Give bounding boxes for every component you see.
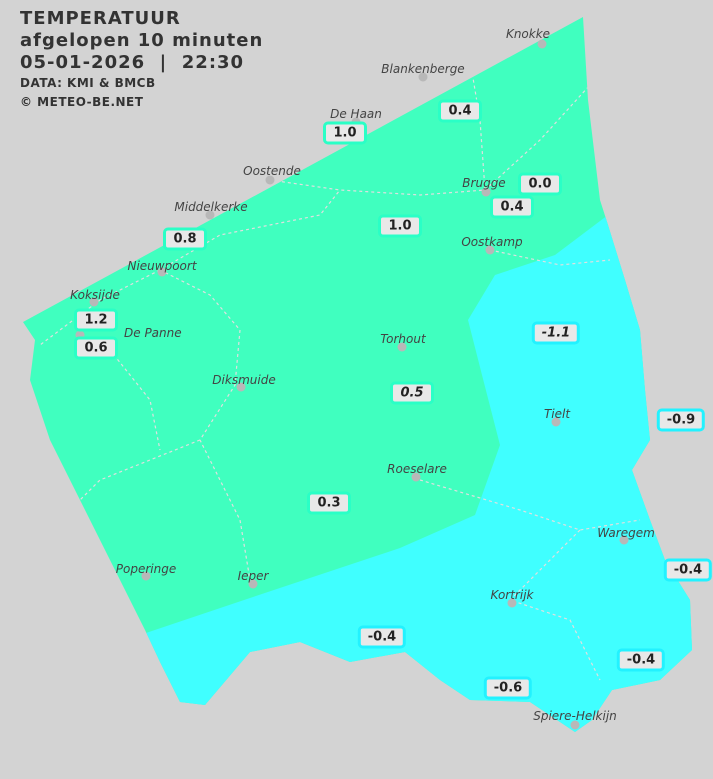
temperature-value: -1.1 — [531, 321, 581, 345]
city-marker — [265, 175, 275, 185]
temperature-value: 0.8 — [163, 227, 207, 251]
city-marker — [485, 245, 495, 255]
city-label: De Haan — [330, 107, 382, 121]
city-marker — [248, 579, 258, 589]
city-marker — [551, 417, 561, 427]
temperature-value: -0.4 — [357, 625, 407, 649]
city-label: Kortrijk — [490, 588, 534, 602]
temperature-value: -0.4 — [663, 558, 713, 582]
data-source: DATA: KMI & BMCB — [20, 76, 156, 90]
temperature-value: -0.9 — [656, 408, 706, 432]
map-datetime: 05-01-2026 | 22:30 — [20, 52, 245, 73]
city-label: De Panne — [124, 326, 182, 340]
city-label: Oostende — [243, 164, 301, 178]
city-label: Tielt — [543, 407, 571, 421]
temperature-value: -0.6 — [483, 676, 533, 700]
city-label: Nieuwpoort — [127, 259, 197, 273]
city-marker — [397, 342, 407, 352]
city-label: Brugge — [462, 176, 506, 190]
city-label: Koksijde — [70, 288, 120, 302]
zone-below-zero — [100, 215, 692, 732]
city-marker — [89, 297, 99, 307]
city-label: Diksmuide — [212, 373, 276, 387]
city-marker — [75, 330, 85, 340]
temperature-value: 1.2 — [74, 308, 118, 332]
temperature-value: 0.6 — [74, 336, 118, 360]
map-title: TEMPERATUUR — [20, 8, 181, 29]
city-marker — [411, 472, 421, 482]
city-label: Oostkamp — [461, 235, 523, 249]
city-marker — [141, 571, 151, 581]
temperature-value: -0.4 — [616, 648, 666, 672]
city-marker — [157, 267, 167, 277]
city-label: Ieper — [237, 569, 269, 583]
map-header: TEMPERATUUR afgelopen 10 minuten 05-01-2… — [20, 8, 263, 112]
city-label: Spiere-Helkijn — [533, 709, 617, 723]
city-marker — [481, 187, 491, 197]
temperature-value: 0.4 — [490, 195, 534, 219]
city-label: Torhout — [380, 332, 426, 346]
city-marker — [619, 535, 629, 545]
city-label: Waregem — [597, 526, 655, 540]
city-label: Roeselare — [387, 462, 447, 476]
copyright: © METEO-BE.NET — [20, 95, 144, 109]
city-marker — [418, 72, 428, 82]
temperature-value: 0.4 — [438, 99, 482, 123]
city-label: Blankenberge — [381, 62, 465, 76]
city-marker — [205, 210, 215, 220]
temperature-value: 0.0 — [518, 172, 562, 196]
temperature-value: 0.5 — [390, 381, 434, 405]
city-marker — [236, 382, 246, 392]
city-marker — [537, 39, 547, 49]
city-label: Knokke — [505, 27, 551, 41]
map-subtitle: afgelopen 10 minuten — [20, 30, 264, 51]
city-label: Middelkerke — [174, 200, 248, 214]
city-marker — [570, 720, 580, 730]
temperature-value: 1.0 — [323, 121, 367, 145]
city-label: Poperinge — [115, 562, 177, 576]
temperature-value: 1.0 — [378, 214, 422, 238]
city-marker — [507, 598, 517, 608]
temperature-value: 0.3 — [307, 491, 351, 515]
